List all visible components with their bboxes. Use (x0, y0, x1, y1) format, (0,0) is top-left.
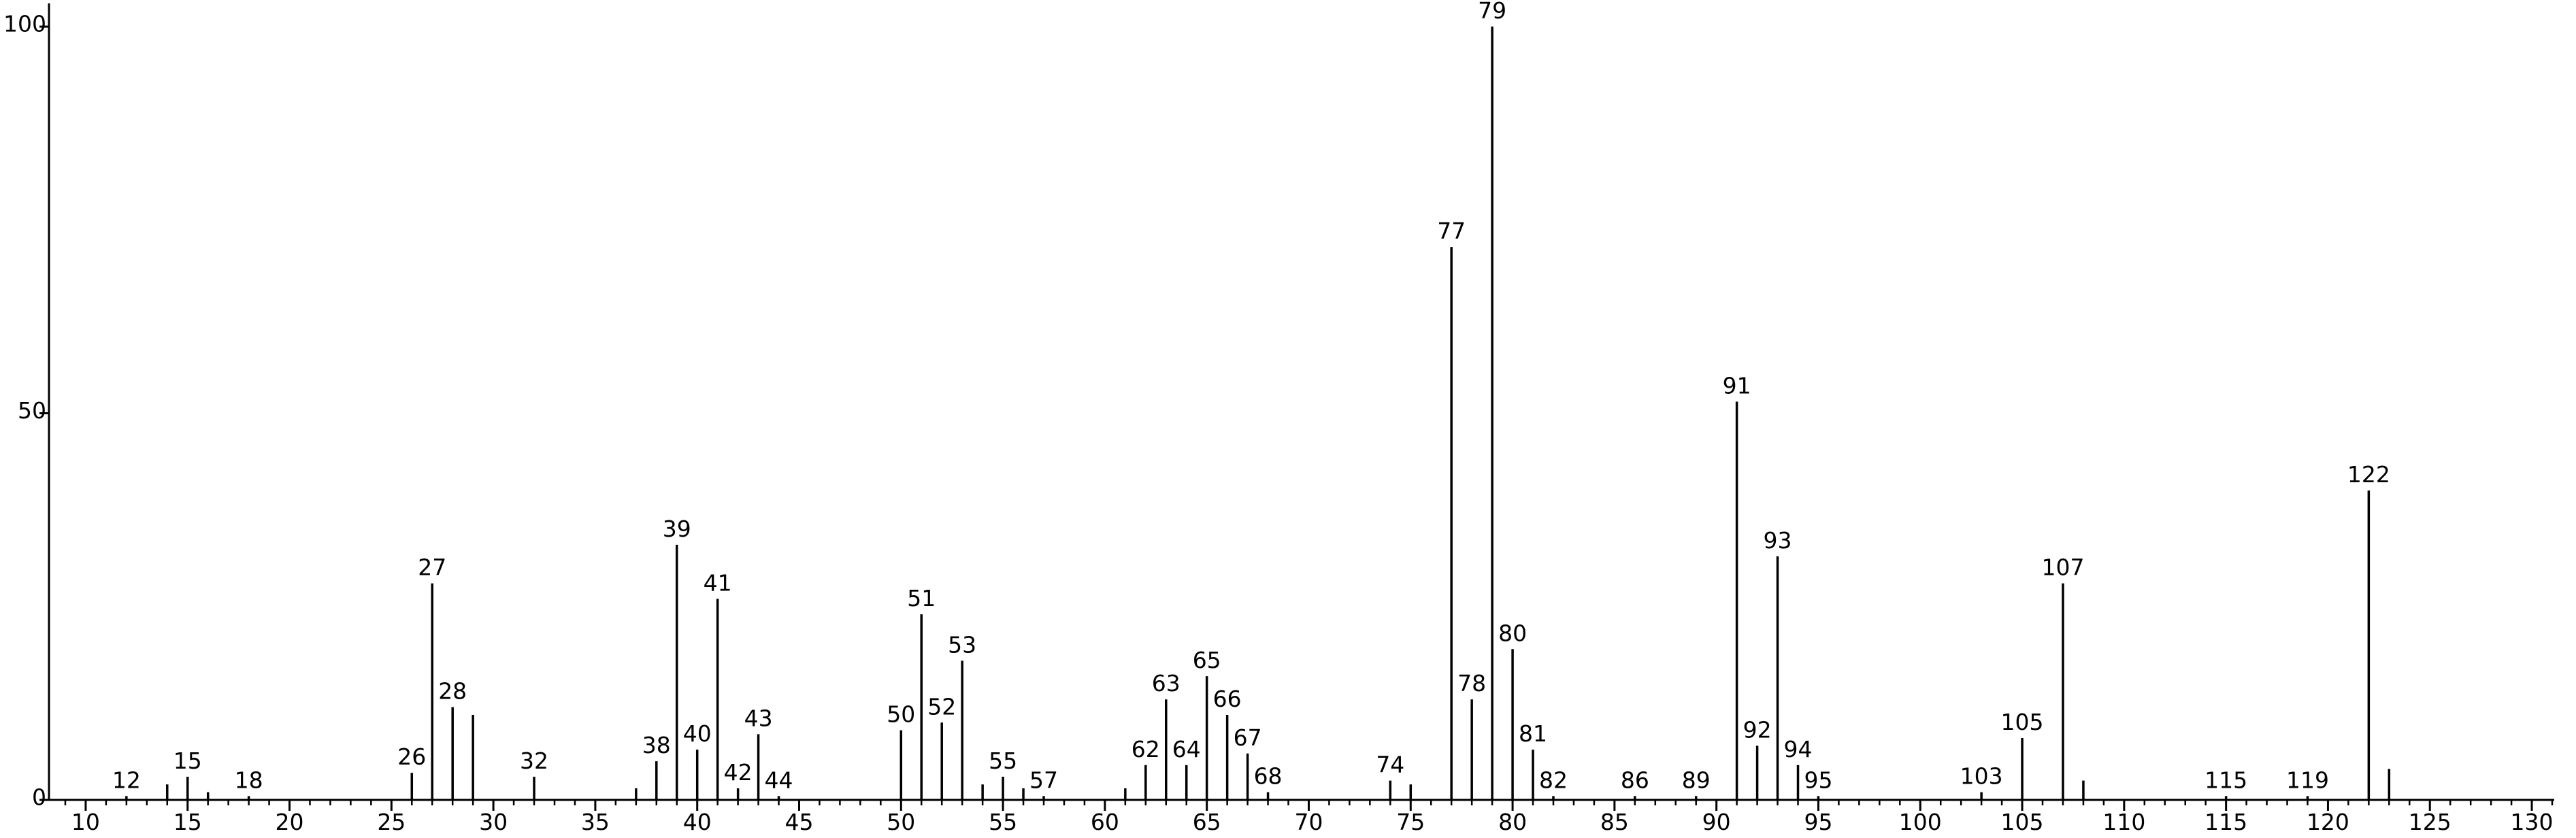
peak-label: 89 (1682, 767, 1711, 793)
peak-label: 80 (1498, 620, 1527, 646)
peak-label: 63 (1152, 670, 1180, 697)
x-tick-label: 120 (2307, 809, 2349, 835)
peak-label: 107 (2041, 554, 2084, 581)
peak-label: 82 (1539, 767, 1568, 793)
peak-label: 42 (724, 759, 753, 786)
peak-label: 92 (1743, 716, 1772, 743)
peak-label: 105 (2001, 709, 2044, 735)
x-tick-label: 125 (2409, 809, 2451, 835)
x-tick-label: 105 (2001, 809, 2044, 835)
peak-label: 50 (887, 701, 915, 728)
x-tick-label: 85 (1600, 809, 1629, 835)
peak-label: 64 (1172, 736, 1201, 762)
x-tick-label: 25 (377, 809, 406, 835)
x-tick-label: 45 (785, 809, 814, 835)
peak-label: 119 (2286, 767, 2329, 793)
x-tick-label: 20 (276, 809, 304, 835)
peak-label: 18 (235, 767, 263, 793)
peak-label: 115 (2205, 767, 2247, 793)
peak-label: 81 (1519, 720, 1547, 747)
peak-label: 44 (765, 767, 793, 793)
x-tick-label: 110 (2102, 809, 2145, 835)
peak-label: 55 (989, 748, 1017, 774)
y-tick-label: 100 (3, 11, 46, 37)
peak-label: 86 (1621, 767, 1649, 793)
peak-label: 28 (438, 678, 467, 705)
peak-label: 41 (704, 569, 732, 596)
peak-label: 43 (744, 705, 773, 731)
x-tick-label: 100 (1899, 809, 1942, 835)
peak-label: 27 (418, 554, 446, 581)
peak-label: 122 (2347, 461, 2390, 488)
x-tick-label: 90 (1702, 809, 1731, 835)
peak-label: 78 (1457, 670, 1486, 697)
peak-label: 79 (1478, 0, 1506, 24)
x-tick-label: 35 (581, 809, 610, 835)
x-tick-label: 55 (989, 809, 1017, 835)
x-tick-label: 95 (1804, 809, 1832, 835)
peak-label: 68 (1254, 763, 1283, 790)
peak-label: 65 (1193, 647, 1221, 673)
peak-label: 52 (927, 693, 956, 720)
peak-label: 103 (1960, 763, 2003, 790)
x-tick-label: 80 (1498, 809, 1527, 835)
peak-label: 40 (683, 720, 712, 747)
x-tick-label: 130 (2511, 809, 2554, 835)
x-tick-label: 40 (683, 809, 712, 835)
peak-label: 74 (1376, 752, 1404, 778)
x-tick-label: 70 (1294, 809, 1323, 835)
peak-label: 91 (1723, 373, 1751, 399)
peak-label: 12 (112, 767, 141, 793)
x-tick-label: 60 (1091, 809, 1119, 835)
x-tick-label: 10 (71, 809, 100, 835)
peak-label: 95 (1804, 767, 1832, 793)
x-tick-label: 75 (1396, 809, 1425, 835)
x-tick-label: 50 (887, 809, 915, 835)
peak-label: 62 (1132, 736, 1160, 762)
peak-label: 51 (907, 585, 936, 611)
peak-label: 57 (1029, 767, 1058, 793)
peak-label: 38 (642, 732, 671, 758)
x-tick-label: 115 (2205, 809, 2247, 835)
peak-label: 67 (1234, 724, 1262, 751)
peak-label: 32 (520, 748, 548, 774)
peak-label: 26 (397, 743, 426, 770)
peak-label: 15 (174, 748, 202, 774)
peak-label: 39 (663, 516, 691, 542)
peak-label: 66 (1213, 686, 1242, 712)
peak-label: 53 (948, 631, 976, 658)
peak-label: 77 (1437, 218, 1466, 244)
y-tick-label: 0 (32, 784, 46, 811)
x-tick-label: 30 (479, 809, 508, 835)
y-tick-label: 50 (18, 397, 46, 424)
x-tick-label: 65 (1193, 809, 1221, 835)
peak-label: 93 (1764, 527, 1792, 554)
peak-label: 94 (1784, 736, 1813, 762)
x-tick-label: 15 (174, 809, 202, 835)
